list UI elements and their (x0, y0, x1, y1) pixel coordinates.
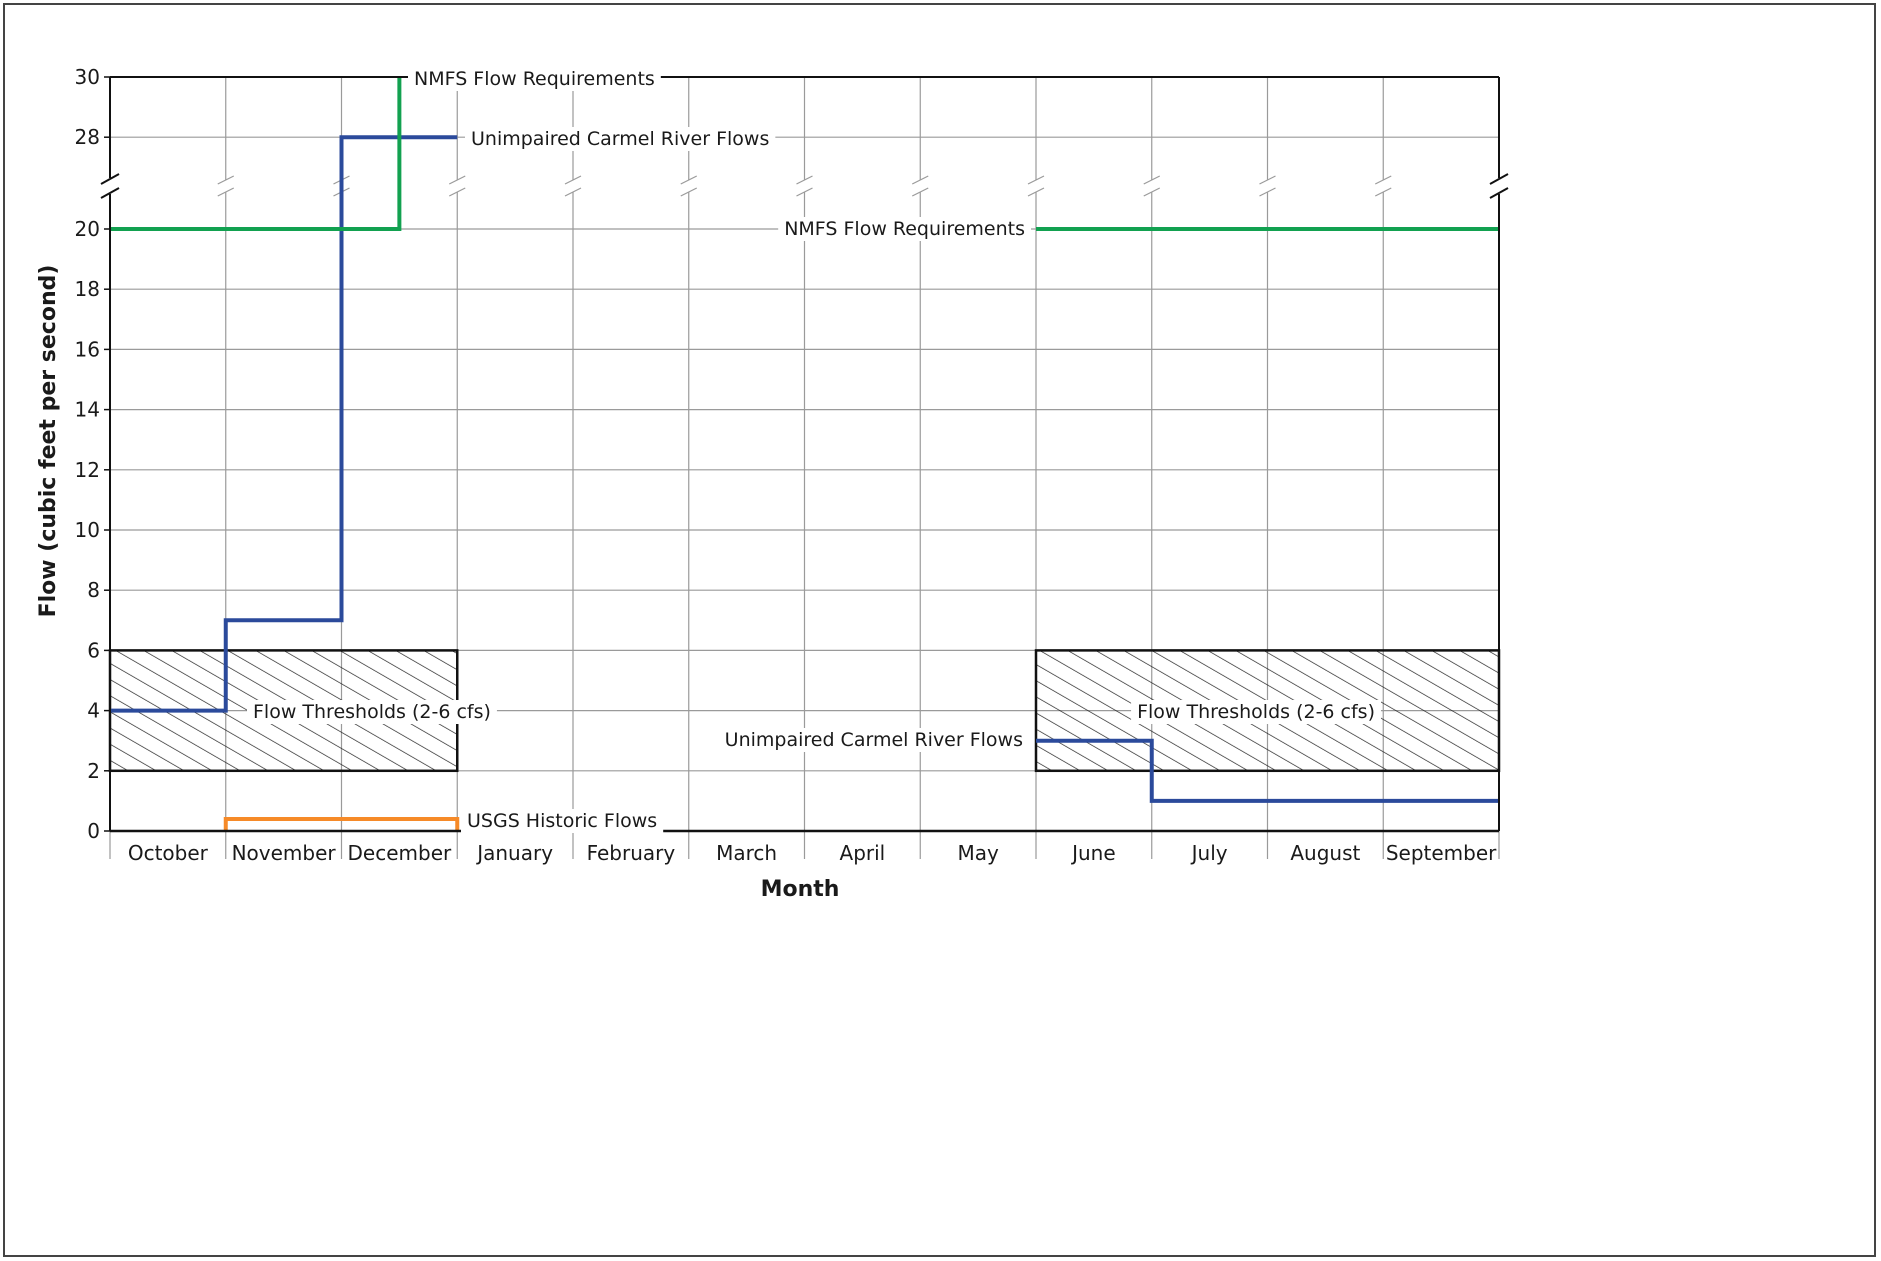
label-background (408, 67, 661, 91)
tick-label-x: September (1386, 841, 1497, 865)
axis-break-mark (1489, 173, 1509, 185)
axis-break-mark (217, 187, 235, 197)
tick-label-x: March (716, 841, 777, 865)
axis-break-mark (1374, 187, 1392, 197)
tick-label-y: 10 (75, 518, 100, 542)
axis-break-mark (1374, 175, 1392, 185)
axis-break-mark (911, 187, 929, 197)
axis-break-mark (448, 175, 466, 185)
unimpaired-label-top: Unimpaired Carmel River Flows (471, 128, 769, 150)
threshold-label-left: Flow Thresholds (2-6 cfs) (253, 701, 491, 723)
label-background (718, 728, 1029, 752)
axis-break-mark (217, 175, 235, 185)
tick-label-y: 30 (75, 65, 100, 89)
label-background (465, 127, 776, 151)
axis-break-mark (1259, 187, 1276, 197)
tick-label-y: 12 (75, 458, 100, 482)
axis-break-mark (796, 187, 813, 197)
tick-label-x: January (475, 841, 553, 865)
tick-label-y: 8 (87, 578, 100, 602)
axis-break-mark (1143, 187, 1161, 197)
tick-label-y: 6 (87, 638, 100, 662)
axis-break-mark (564, 187, 582, 197)
tick-label-y: 20 (75, 217, 100, 241)
label-background (778, 217, 1031, 241)
series-lines (110, 77, 1499, 831)
unimpaired-flow-line (110, 135, 458, 713)
tick-label-x: April (840, 841, 886, 865)
axis-break-mark (1027, 175, 1045, 185)
tick-label-y: 18 (75, 277, 100, 301)
annotations: NMFS Flow Requirements Unimpaired Carmel … (247, 67, 1381, 833)
axis-break-mark (796, 175, 813, 185)
tick-label-y: 0 (87, 819, 100, 843)
axis-break-mark (1259, 175, 1276, 185)
tick-label-y: 16 (75, 337, 100, 361)
flow-chart: 0 2 4 6 8 10 12 14 16 18 20 28 30 October November Dece… (36, 65, 1509, 902)
tick-label-x: May (957, 841, 999, 865)
axis-break-mark (680, 175, 698, 185)
axis-break-mark (448, 187, 466, 197)
threshold-label-right: Flow Thresholds (2-6 cfs) (1137, 701, 1375, 723)
nmfs-label-top: NMFS Flow Requirements (414, 68, 655, 90)
label-background (247, 700, 497, 724)
axis-break-mark (680, 187, 698, 197)
tick-label-x: July (1190, 841, 1228, 865)
axis-break-mark (100, 173, 120, 185)
usgs-label: USGS Historic Flows (467, 810, 657, 832)
tick-label-x: August (1290, 841, 1360, 865)
axis-break-mark (1489, 187, 1509, 199)
label-background (1131, 700, 1381, 724)
tick-label-x: November (232, 841, 337, 865)
tick-label-y: 28 (75, 125, 100, 149)
figure-frame: 0 2 4 6 8 10 12 14 16 18 20 28 30 October November Dece… (3, 3, 1876, 1257)
tick-label-x: June (1070, 841, 1116, 865)
unimpaired-flow-line (1036, 738, 1499, 803)
nmfs-label-mid: NMFS Flow Requirements (784, 218, 1025, 240)
tick-label-x: February (587, 841, 676, 865)
label-background (461, 809, 664, 833)
tick-label-y: 2 (87, 759, 100, 783)
axis-break-mark (1143, 175, 1161, 185)
usgs-historic-line (223, 816, 460, 831)
axes: 0 2 4 6 8 10 12 14 16 18 20 28 30 October November Dece… (36, 65, 1509, 902)
nmfs-requirement-line (110, 77, 402, 231)
unimpaired-label-right: Unimpaired Carmel River Flows (725, 729, 1023, 751)
axis-break-mark (1027, 187, 1045, 197)
tick-label-x: October (128, 841, 209, 865)
tick-label-y: 14 (75, 398, 100, 422)
axis-break-mark (911, 175, 929, 185)
tick-label-y: 4 (87, 699, 100, 723)
axis-break-mark (564, 175, 582, 185)
y-axis-title: Flow (cubic feet per second) (36, 265, 61, 618)
x-axis-title: Month (761, 877, 840, 902)
tick-label-x: December (348, 841, 452, 865)
axis-break-mark (100, 187, 120, 199)
